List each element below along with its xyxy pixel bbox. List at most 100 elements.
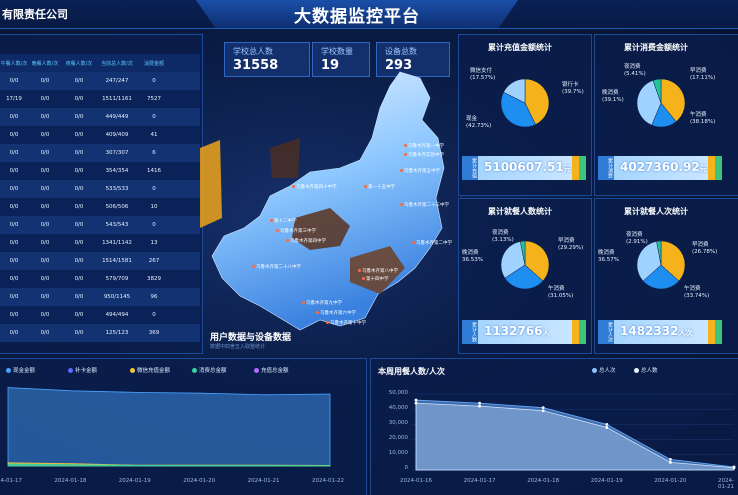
table-row[interactable]: 0/0 0/0 0/0 1341/1142 13 <box>0 234 200 252</box>
legend-item[interactable]: 微信充值金额 <box>130 366 170 374</box>
amount-tag: 累计人次 <box>598 320 614 344</box>
city-label[interactable]: 乌鲁木齐第二十八中学 <box>252 264 301 270</box>
map-caption: 用户数据与设备数据 <box>210 333 292 343</box>
table-row[interactable]: 0/0 0/0 0/0 354/354 1416 <box>0 162 200 180</box>
pie-slice[interactable] <box>503 78 526 104</box>
legend-item[interactable]: 充值总金额 <box>254 366 289 374</box>
city-label[interactable]: 乌鲁木齐第三中学 <box>276 228 316 234</box>
city-label[interactable]: 乌鲁木齐实验中学 <box>404 152 444 158</box>
map-region-dark-3[interactable] <box>270 138 300 178</box>
city-label[interactable]: 第一十五中学 <box>364 184 395 190</box>
pie-slice[interactable] <box>660 240 686 282</box>
table-row[interactable]: 0/0 0/0 0/0 1514/1581 267 <box>0 252 200 270</box>
table-row[interactable]: 0/0 0/0 0/0 307/307 6 <box>0 144 200 162</box>
series-area[interactable] <box>7 387 331 467</box>
legend-item[interactable]: 总人数 <box>634 366 658 374</box>
table-row[interactable]: 0/0 0/0 0/0 506/506 10 <box>0 198 200 216</box>
pie-label: 银行卡 (39.7%) <box>562 82 584 95</box>
pie-chart-diner-visits[interactable] <box>636 240 686 290</box>
city-label[interactable]: 乌鲁木齐第五中学 <box>400 168 440 174</box>
legend-item[interactable]: 现金金额 <box>6 366 35 374</box>
pie-slice[interactable] <box>660 78 686 123</box>
table-row[interactable]: 0/0 0/0 0/0 950/1145 96 <box>0 288 200 306</box>
table-row[interactable]: 17/19 0/0 0/0 1511/1161 7527 <box>0 90 200 108</box>
city-label[interactable]: 乌鲁木齐第四十中学 <box>292 184 337 190</box>
data-point[interactable] <box>414 398 418 402</box>
pie-chart-recharge[interactable] <box>500 78 550 128</box>
map-region-dark-2[interactable] <box>350 246 405 294</box>
map-region-main[interactable] <box>211 71 445 331</box>
map-region-dark[interactable] <box>292 208 350 250</box>
pie-label: 早消费 (17.11%) <box>690 68 716 81</box>
pie-label: 夜消费 (2.91%) <box>626 232 648 245</box>
city-label[interactable]: 乌鲁木齐第六中学 <box>316 310 356 316</box>
city-label[interactable]: 第十四中学 <box>362 276 389 282</box>
data-point[interactable] <box>669 461 672 464</box>
table-row[interactable]: 0/0 0/0 0/0 449/449 0 <box>0 108 200 126</box>
pie-label: 午消费 (31.05%) <box>548 286 574 299</box>
table-row[interactable]: 0/0 0/0 0/0 125/123 369 <box>0 324 200 342</box>
pie-chart-consume[interactable] <box>636 78 686 128</box>
table-row[interactable]: 0/0 0/0 0/0 409/409 41 <box>0 126 200 144</box>
data-point[interactable] <box>605 426 609 429</box>
pie-slice[interactable] <box>504 264 544 290</box>
title-frame <box>196 0 518 28</box>
pie-slice[interactable] <box>524 240 550 282</box>
pie-slice[interactable] <box>524 78 550 125</box>
pie-slice[interactable] <box>636 80 662 126</box>
city-label[interactable]: 乌鲁木齐第十中学 <box>326 320 366 326</box>
series-area[interactable] <box>7 463 331 467</box>
data-point[interactable] <box>732 466 736 470</box>
amount-trend-chart[interactable] <box>0 380 362 476</box>
diners-trend-title: 本周用餐人数/人次 <box>378 367 445 376</box>
pie-chart-diners[interactable] <box>500 240 550 290</box>
amount-flag <box>572 320 586 344</box>
pie-slice[interactable] <box>500 241 526 279</box>
city-map[interactable] <box>200 68 455 338</box>
cell-night: 0/0 <box>74 114 84 120</box>
table-row[interactable]: 0/0 0/0 0/0 494/494 0 <box>0 306 200 324</box>
pie-label: 晚消费 36.53% <box>462 250 483 263</box>
legend-item[interactable]: 补卡金额 <box>68 366 97 374</box>
city-label[interactable]: 乌鲁木齐第一中学 <box>404 143 444 149</box>
data-point[interactable] <box>669 457 672 461</box>
table-row[interactable]: 0/0 0/0 0/0 247/247 0 <box>0 72 200 90</box>
pie-label: 早消费 (29.29%) <box>558 238 584 251</box>
legend-item[interactable]: 消费总金额 <box>192 366 227 374</box>
city-label[interactable]: 第十二中学 <box>270 218 297 224</box>
city-label[interactable]: 乌鲁木齐第二十三中学 <box>400 202 449 208</box>
pie-slice[interactable] <box>520 240 526 266</box>
city-label[interactable]: 乌鲁木齐第四中学 <box>286 238 326 244</box>
cell-current-total: 1341/1142 <box>102 240 132 246</box>
map-region-west[interactable] <box>200 140 222 228</box>
legend-marker-icon <box>592 368 597 373</box>
table-row[interactable]: 0/0 0/0 0/0 579/709 3829 <box>0 270 200 288</box>
data-point[interactable] <box>541 409 545 413</box>
cell-dinner: 0/0 <box>40 114 50 120</box>
series-area[interactable] <box>415 402 735 471</box>
stat-value: 31558 <box>233 58 279 73</box>
city-label[interactable]: 乌鲁木齐第八中学 <box>358 268 398 274</box>
cell-amount: 0 <box>152 114 156 120</box>
city-label[interactable]: 乌鲁木齐第二中学 <box>412 240 452 246</box>
pie-slice[interactable] <box>656 240 662 266</box>
pie-slice[interactable] <box>642 264 680 290</box>
city-label[interactable]: 乌鲁木齐第九中学 <box>302 300 342 306</box>
data-point[interactable] <box>414 401 418 405</box>
table-row[interactable]: 0/0 0/0 0/0 543/543 0 <box>0 216 200 234</box>
pie-slice[interactable] <box>652 78 662 104</box>
cell-lunch: 0/0 <box>9 186 19 192</box>
table-row[interactable]: 0/0 0/0 0/0 533/533 0 <box>0 180 200 198</box>
pie-slice[interactable] <box>636 241 662 282</box>
data-point[interactable] <box>478 401 481 405</box>
pie-slice[interactable] <box>500 91 536 128</box>
legend-item[interactable]: 总人次 <box>592 366 616 374</box>
data-point[interactable] <box>541 406 545 410</box>
diners-trend-chart[interactable] <box>412 392 738 472</box>
cell-night: 0/0 <box>74 258 84 264</box>
x-tick-label: 2024-01-22 <box>312 478 344 484</box>
cell-lunch: 0/0 <box>9 78 19 84</box>
data-point[interactable] <box>605 423 609 426</box>
data-point[interactable] <box>478 404 481 408</box>
legend-label: 微信充值金额 <box>137 368 171 374</box>
